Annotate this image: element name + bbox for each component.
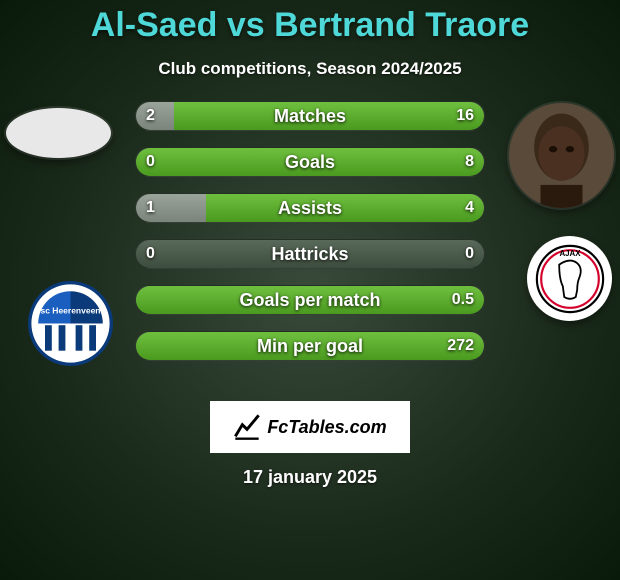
stat-row: 14Assists — [135, 193, 485, 223]
player-right-avatar — [509, 103, 614, 208]
stat-row: 08Goals — [135, 147, 485, 177]
stat-row: 272Min per goal — [135, 331, 485, 361]
watermark: FcTables.com — [210, 401, 410, 453]
stat-fill-right — [136, 148, 484, 176]
club-right-crest: AJAX — [527, 236, 612, 321]
stat-fill-left — [136, 194, 206, 222]
comparison-area: sc Heerenveen AJAX 216Matches 08Goals 14As… — [0, 101, 620, 381]
date: 17 january 2025 — [0, 467, 620, 488]
page-title: Al-Saed vs Bertrand Traore — [0, 0, 620, 45]
player-silhouette-icon — [509, 103, 614, 208]
stat-fill-left — [136, 102, 174, 130]
stat-value-right: 0 — [465, 240, 474, 268]
stat-row: 0.5Goals per match — [135, 285, 485, 315]
stat-fill-right — [136, 286, 484, 314]
watermark-text: FcTables.com — [267, 417, 386, 438]
stat-fill-right — [174, 102, 484, 130]
stats-bars: 216Matches 08Goals 14Assists 0 0Hattricks 0.5… — [135, 101, 485, 361]
ajax-crest-icon: AJAX — [534, 243, 606, 315]
svg-text:AJAX: AJAX — [559, 248, 581, 257]
player-left-avatar — [6, 108, 111, 158]
stat-value-left: 0 — [146, 240, 155, 268]
svg-text:sc Heerenveen: sc Heerenveen — [40, 305, 100, 315]
club-left-crest: sc Heerenveen — [28, 281, 113, 366]
stat-row: 0 0Hattricks — [135, 239, 485, 269]
stat-fill-right — [206, 194, 484, 222]
chart-line-icon — [233, 413, 261, 441]
heerenveen-crest-icon: sc Heerenveen — [28, 281, 113, 366]
subtitle: Club competitions, Season 2024/2025 — [0, 59, 620, 79]
stat-label: Hattricks — [136, 240, 484, 268]
stat-fill-right — [136, 332, 484, 360]
stat-row: 216Matches — [135, 101, 485, 131]
